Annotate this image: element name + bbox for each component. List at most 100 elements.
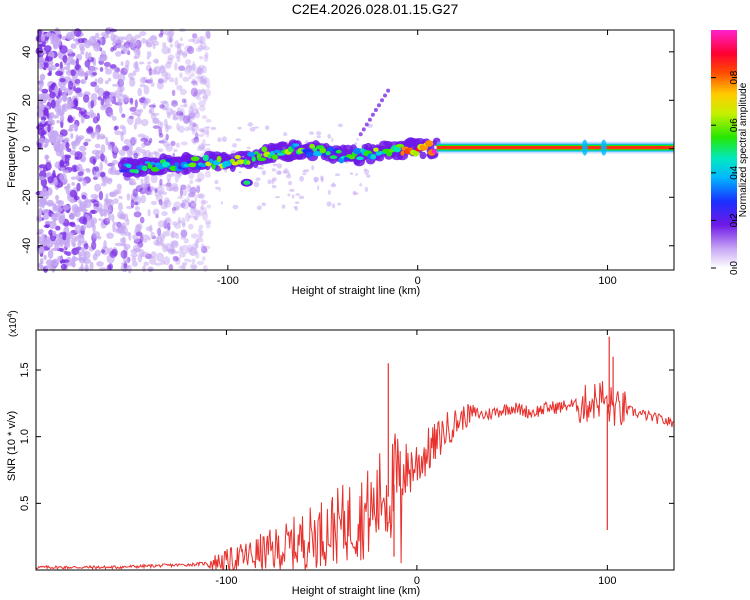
noise-speck xyxy=(182,198,188,206)
noise-speck xyxy=(59,78,66,83)
noise-speck xyxy=(192,33,198,39)
noise-speck xyxy=(143,85,150,95)
noise-speck xyxy=(201,205,204,210)
noise-speck xyxy=(149,107,155,116)
noise-speck xyxy=(188,110,194,115)
noise-speck xyxy=(81,207,87,214)
noise-speck xyxy=(197,146,205,152)
noise-speck xyxy=(140,194,147,204)
noise-speck xyxy=(74,224,82,234)
noise-speck xyxy=(41,94,47,100)
noise-speck xyxy=(188,124,195,131)
signal-blob xyxy=(431,149,437,154)
noise-speck xyxy=(179,252,186,258)
y-tick-label: 40 xyxy=(21,46,33,58)
noise-speck xyxy=(181,98,186,104)
noise-speck xyxy=(114,90,120,99)
noise-speck xyxy=(175,142,180,148)
noise-speck xyxy=(80,71,86,76)
noise-speck xyxy=(70,176,77,180)
noise-speck xyxy=(173,201,182,210)
noise-speck xyxy=(156,81,164,90)
signal-blob xyxy=(425,140,434,147)
noise-speck xyxy=(197,76,205,83)
noise-speck xyxy=(43,254,47,260)
noise-speck xyxy=(38,207,43,216)
noise-speck xyxy=(113,189,119,196)
signal-blob xyxy=(353,147,362,155)
noise-speck xyxy=(57,143,64,153)
noise-speck xyxy=(187,38,196,43)
noise-speck xyxy=(87,199,92,203)
noise-speck xyxy=(167,57,173,65)
noise-speck xyxy=(55,70,64,76)
noise-speck xyxy=(190,72,195,77)
noise-speck xyxy=(133,152,139,159)
noise-speck xyxy=(188,171,195,180)
noise-speck xyxy=(81,194,87,200)
noise-speck xyxy=(98,218,102,221)
x-tick-label: 0 xyxy=(414,575,420,587)
noise-speck xyxy=(94,166,100,172)
noise-speck xyxy=(171,221,178,226)
noise-speck xyxy=(143,140,152,146)
noise-speck xyxy=(165,229,171,237)
noise-speck xyxy=(193,214,198,221)
noise-speck xyxy=(190,199,195,203)
noise-speck xyxy=(40,116,47,121)
noise-speck xyxy=(184,126,190,132)
noise-speck xyxy=(181,221,186,228)
noise-speck xyxy=(161,107,168,111)
noise-speck xyxy=(337,123,343,128)
noise-speck xyxy=(202,211,208,221)
noise-speck xyxy=(55,194,59,201)
noise-speck xyxy=(74,64,80,71)
noise-speck xyxy=(197,178,202,183)
signal-blob xyxy=(125,163,132,168)
noise-speck xyxy=(249,127,256,132)
noise-speck xyxy=(95,154,100,160)
noise-speck xyxy=(179,188,183,197)
noise-speck xyxy=(110,166,114,173)
noise-speck xyxy=(205,118,212,123)
noise-speck xyxy=(137,87,142,97)
y-tick-label: 0 xyxy=(21,146,33,152)
noise-speck xyxy=(164,72,171,80)
noise-speck xyxy=(127,264,132,274)
noise-speck xyxy=(171,183,179,190)
noise-speck xyxy=(183,98,188,108)
noise-speck xyxy=(173,148,178,153)
noise-speck xyxy=(56,120,60,124)
noise-speck xyxy=(99,67,104,72)
noise-speck xyxy=(103,61,111,67)
noise-speck xyxy=(161,211,168,217)
noise-speck xyxy=(38,235,42,244)
noise-speck xyxy=(120,132,124,142)
x-tick-label: 100 xyxy=(598,275,616,287)
noise-speck xyxy=(194,111,201,119)
noise-speck xyxy=(39,73,46,81)
noise-speck xyxy=(232,143,237,148)
snr-frame xyxy=(35,329,675,571)
noise-speck xyxy=(176,122,180,131)
noise-speck xyxy=(199,75,208,85)
signal-blob xyxy=(190,156,200,162)
noise-speck xyxy=(166,30,174,38)
noise-speck xyxy=(163,30,172,36)
noise-speck xyxy=(179,49,183,55)
noise-speck xyxy=(134,66,140,73)
noise-speck xyxy=(77,171,84,176)
noise-speck xyxy=(43,143,48,148)
noise-speck xyxy=(128,182,137,186)
noise-speck xyxy=(200,88,206,94)
noise-speck xyxy=(184,258,190,262)
noise-speck xyxy=(117,73,126,83)
noise-speck xyxy=(189,246,197,257)
noise-speck xyxy=(100,144,106,154)
noise-speck xyxy=(185,70,191,75)
noise-speck xyxy=(202,93,208,102)
noise-speck xyxy=(121,236,127,246)
noise-speck xyxy=(121,226,128,235)
signal-blob xyxy=(209,158,214,164)
noise-speck xyxy=(316,131,322,136)
